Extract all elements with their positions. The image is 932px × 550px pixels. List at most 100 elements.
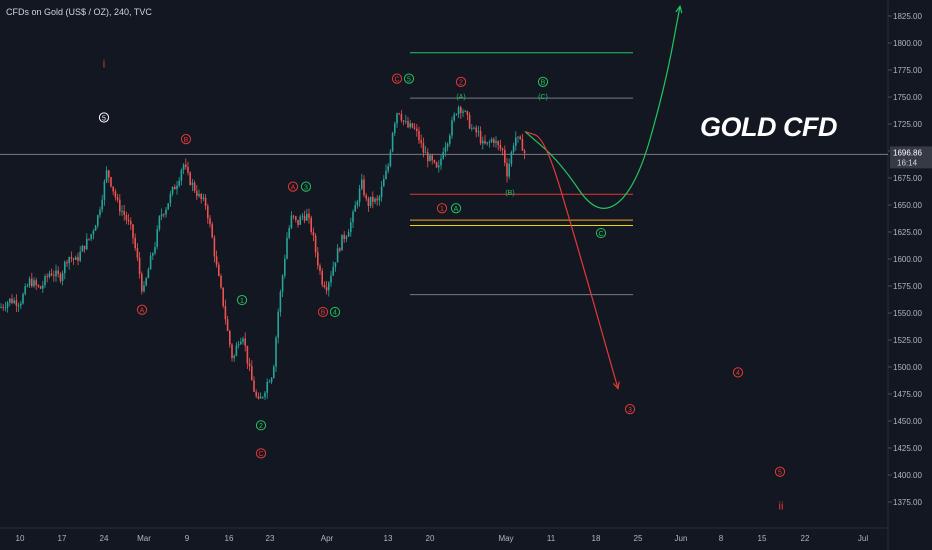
- wave-label: B: [321, 310, 326, 317]
- candle-body: [6, 302, 9, 308]
- candle-body: [416, 128, 418, 132]
- wave-label-circle: [595, 227, 607, 239]
- wave-label: A: [140, 308, 145, 315]
- candle-body: [306, 213, 308, 221]
- wave-label: ii: [779, 500, 784, 512]
- candle-body: [180, 169, 183, 181]
- candle-body: [178, 180, 180, 186]
- candle-body: [334, 262, 337, 267]
- candle-body: [275, 337, 277, 367]
- candle-body: [149, 255, 152, 270]
- candle-body: [314, 235, 317, 253]
- candle-body: [356, 201, 359, 206]
- candle-body: [369, 196, 372, 206]
- candle-body: [446, 143, 449, 148]
- wave-label-circle: [455, 76, 467, 87]
- price-tick-label: 1475.00: [893, 390, 922, 399]
- candle-body: [286, 237, 288, 259]
- candle-body: [53, 275, 55, 277]
- projection-arrow: [675, 4, 683, 14]
- wave-label: 1: [440, 206, 444, 213]
- wave-label-circle: [136, 304, 148, 315]
- time-tick-label: 25: [634, 534, 643, 543]
- candle-body: [94, 225, 97, 231]
- wave-label: B: [541, 80, 546, 87]
- candle-body: [101, 199, 103, 210]
- candle-body: [352, 211, 354, 223]
- candle-body: [515, 137, 517, 146]
- candle-body: [482, 140, 484, 144]
- wave-label: (B): [505, 190, 514, 197]
- candle-body: [523, 150, 526, 154]
- candle-body: [231, 344, 233, 359]
- price-tick-label: 1425.00: [893, 444, 922, 453]
- wave-label: 2: [259, 423, 263, 430]
- candle-body: [350, 222, 352, 233]
- candle-body: [242, 338, 244, 342]
- candle-body: [204, 197, 207, 207]
- candle-body: [295, 216, 297, 220]
- wave-label-circle: [98, 112, 110, 123]
- price-tick-label: 1650.00: [893, 201, 922, 210]
- time-tick-label: 13: [384, 534, 393, 543]
- candle-body: [24, 286, 26, 295]
- candle-body: [123, 211, 125, 215]
- time-tick-label: Mar: [137, 534, 151, 543]
- candle-body: [198, 193, 200, 197]
- candle-body: [99, 209, 101, 216]
- candle-body: [167, 203, 169, 210]
- wave-label-circle: [450, 203, 462, 214]
- candle-body: [196, 190, 198, 197]
- candle-body: [281, 275, 284, 292]
- candle-body: [193, 182, 196, 191]
- time-tick-label: 23: [266, 534, 275, 543]
- candle-body: [246, 345, 249, 364]
- candle-body: [211, 224, 213, 238]
- candle-body: [508, 164, 510, 177]
- candle-body: [70, 257, 73, 259]
- candle-body: [367, 198, 370, 206]
- candle-body: [317, 252, 319, 266]
- wave-label: 2: [459, 80, 463, 87]
- time-tick-label: Jun: [675, 534, 688, 543]
- candle-body: [259, 396, 262, 399]
- candle-body: [83, 245, 86, 250]
- wave-label-circle: [403, 73, 415, 84]
- projections: [524, 4, 683, 390]
- candle-body: [310, 217, 312, 233]
- candle-body: [176, 185, 178, 190]
- time-tick-label: 20: [426, 534, 435, 543]
- candle-body: [475, 127, 477, 133]
- candle-body: [136, 248, 139, 258]
- candle-body: [451, 120, 453, 136]
- wave-label: C: [598, 231, 603, 238]
- candle-body: [409, 123, 411, 128]
- candle-body: [145, 278, 147, 286]
- projection-bullish: [524, 6, 681, 209]
- candle-body: [435, 162, 438, 168]
- candle-body: [61, 273, 64, 281]
- candle-body: [79, 251, 81, 261]
- candle-body: [88, 238, 90, 240]
- wave-label-circle: [537, 76, 549, 87]
- candle-body: [141, 273, 143, 292]
- candle-body: [336, 248, 339, 263]
- wave-label: (A): [456, 94, 465, 101]
- candle-body: [48, 273, 51, 277]
- candle-body: [453, 114, 455, 121]
- wave-label: (C): [538, 94, 548, 101]
- candle-body: [345, 236, 348, 239]
- candle-body: [110, 177, 112, 187]
- symbol-header[interactable]: CFDs on Gold (US$ / OZ), 240, TVC: [6, 7, 152, 17]
- candle-body: [114, 191, 117, 198]
- price-tick-label: 1550.00: [893, 309, 922, 318]
- candle-body: [39, 286, 42, 289]
- candle-body: [130, 221, 132, 225]
- candle-body: [28, 278, 31, 286]
- candle-body: [189, 172, 191, 185]
- candle-body: [385, 170, 387, 179]
- time-tick-label: Apr: [321, 534, 334, 543]
- candle-body: [506, 162, 508, 177]
